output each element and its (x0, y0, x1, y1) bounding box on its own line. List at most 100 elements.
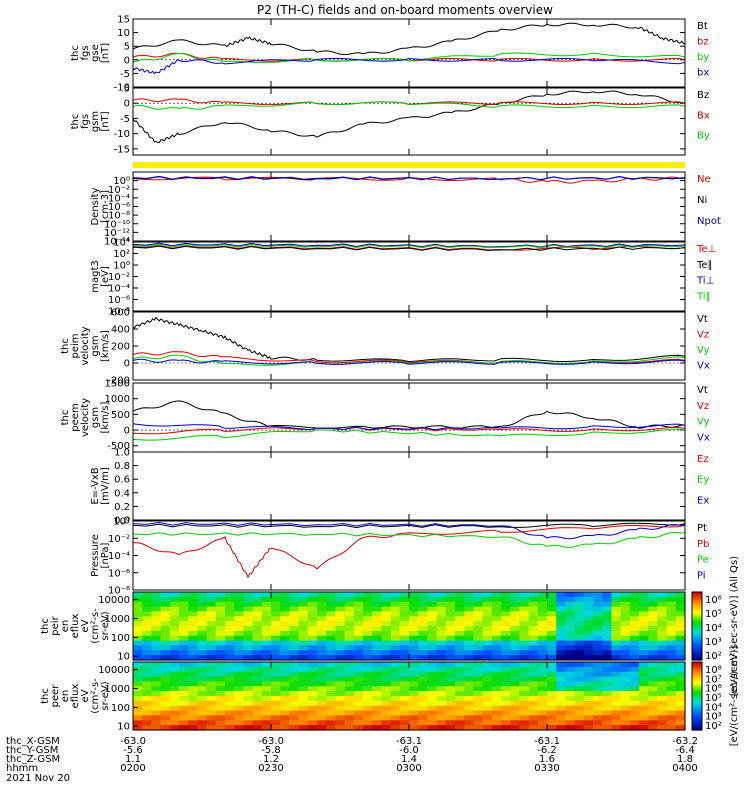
spectrogram-cell (151, 676, 162, 683)
spectrogram-cell (464, 626, 474, 632)
spectrogram-cell (206, 696, 217, 702)
colorbar-swatch (692, 653, 702, 656)
spectrogram-cell (215, 666, 226, 673)
spectrogram-cell (611, 592, 622, 598)
spectrogram-cell (289, 686, 300, 692)
spectrogram-cell (666, 710, 677, 717)
spectrogram-cell (620, 676, 631, 683)
spectrogram-cell (234, 715, 244, 721)
spectrogram-cell (639, 621, 649, 627)
spectrogram-cell (464, 640, 474, 647)
spectrogram-cell (501, 671, 511, 678)
colorbar-swatch (692, 595, 702, 598)
spectrogram-cell (353, 645, 364, 651)
spectrogram-cell (372, 596, 382, 603)
spectrogram-cell (593, 650, 603, 656)
spectrogram-cell (409, 671, 419, 678)
colorbar-border (691, 591, 703, 661)
spectrogram-cell (289, 640, 300, 647)
spectrogram-cell (565, 596, 576, 603)
spectrogram-cell (574, 700, 585, 707)
spectrogram-cell (289, 681, 300, 687)
spectrogram-cell (556, 616, 566, 622)
spectrogram-cell (482, 655, 493, 661)
spectrogram-cell (381, 681, 392, 687)
spectrogram-cell (234, 655, 244, 661)
spectrogram-cell (169, 601, 180, 608)
spectrogram-cell (620, 696, 631, 702)
spectrogram-cell (399, 635, 410, 642)
spectrogram-cell (326, 611, 336, 617)
legend-Bx: Bx (697, 110, 710, 121)
spectrogram-cell (427, 710, 438, 717)
spectrogram-cell (399, 710, 410, 717)
spectrogram-cell (344, 640, 355, 647)
spectrogram-cell (188, 681, 198, 687)
spectrogram-cell (675, 650, 686, 656)
colorbar-swatch (692, 634, 702, 637)
spectrogram-cell (482, 601, 493, 608)
spectrogram-cell (243, 616, 254, 622)
spectrogram-cell (547, 640, 557, 647)
colorbar-label: 10² (705, 721, 722, 732)
spectrogram-cell (133, 671, 143, 678)
spectrogram-cell (574, 710, 585, 717)
spectrogram-cell (326, 662, 336, 668)
spectrogram-cell (298, 666, 309, 673)
spectrogram-cell (537, 630, 548, 637)
spectrogram-cell (188, 715, 198, 721)
x-annotation-value: -5.8 (261, 745, 281, 756)
spectrogram-cell (197, 710, 208, 717)
spectrogram-cell (252, 700, 263, 707)
spectrogram-cell (225, 655, 235, 661)
spectrogram-cell (326, 640, 336, 647)
spectrogram-cell (399, 666, 410, 673)
spectrogram-cell (179, 645, 189, 651)
spectrogram-cell (188, 592, 198, 598)
spectrogram-cell (565, 696, 576, 702)
spectrogram-cell (169, 621, 180, 627)
colorbar-swatch (692, 701, 702, 704)
spectrogram-cell (307, 676, 318, 683)
spectrogram-cell (537, 700, 548, 707)
spectrogram-cell (252, 696, 263, 702)
spectrogram-cell (556, 671, 566, 678)
spectrogram-cell (473, 611, 484, 617)
spectrogram-cell (556, 650, 566, 656)
spectrogram-cell (252, 710, 263, 717)
spectrogram-cell (657, 720, 668, 726)
spectrogram-cell (547, 671, 557, 678)
spectrogram-cell (243, 626, 254, 632)
spectrogram-cell (289, 666, 300, 673)
spectrogram-cell (372, 601, 382, 608)
spectrogram-cell (519, 676, 530, 683)
spectrogram-cell (510, 630, 520, 637)
spectrogram-cell (151, 616, 162, 622)
legend-By: By (697, 131, 710, 142)
spectrogram-cell (482, 635, 493, 642)
spectrogram-cell (565, 635, 576, 642)
colorbar-swatch (692, 644, 702, 647)
spectrogram-cell (666, 616, 677, 622)
spectrogram-cell (271, 715, 281, 721)
spectrogram-cell (280, 626, 290, 632)
spectrogram-cell (179, 691, 189, 697)
spectrogram-cell (215, 655, 226, 661)
spectrogram-cell (639, 635, 649, 642)
spectrogram-cell (188, 662, 198, 668)
spectrogram-cell (225, 606, 235, 613)
spectrogram-cell (188, 666, 198, 673)
spectrogram-cell (436, 710, 447, 717)
spectrogram-cell (307, 686, 318, 692)
spectrogram-cell (574, 671, 585, 678)
spectrogram-cell (565, 611, 576, 617)
colorbar-swatch (692, 713, 702, 716)
y-tick-label: 10⁻⁶ (108, 295, 130, 306)
spectrogram-cell (234, 691, 244, 697)
spectrogram-cell (427, 630, 438, 637)
spectrogram-cell (133, 676, 143, 683)
spectrogram-cell (537, 601, 548, 608)
spectrogram-cell (620, 611, 631, 617)
y-tick-label: 10⁻¹² (104, 228, 130, 239)
spectrogram-cell (675, 601, 686, 608)
